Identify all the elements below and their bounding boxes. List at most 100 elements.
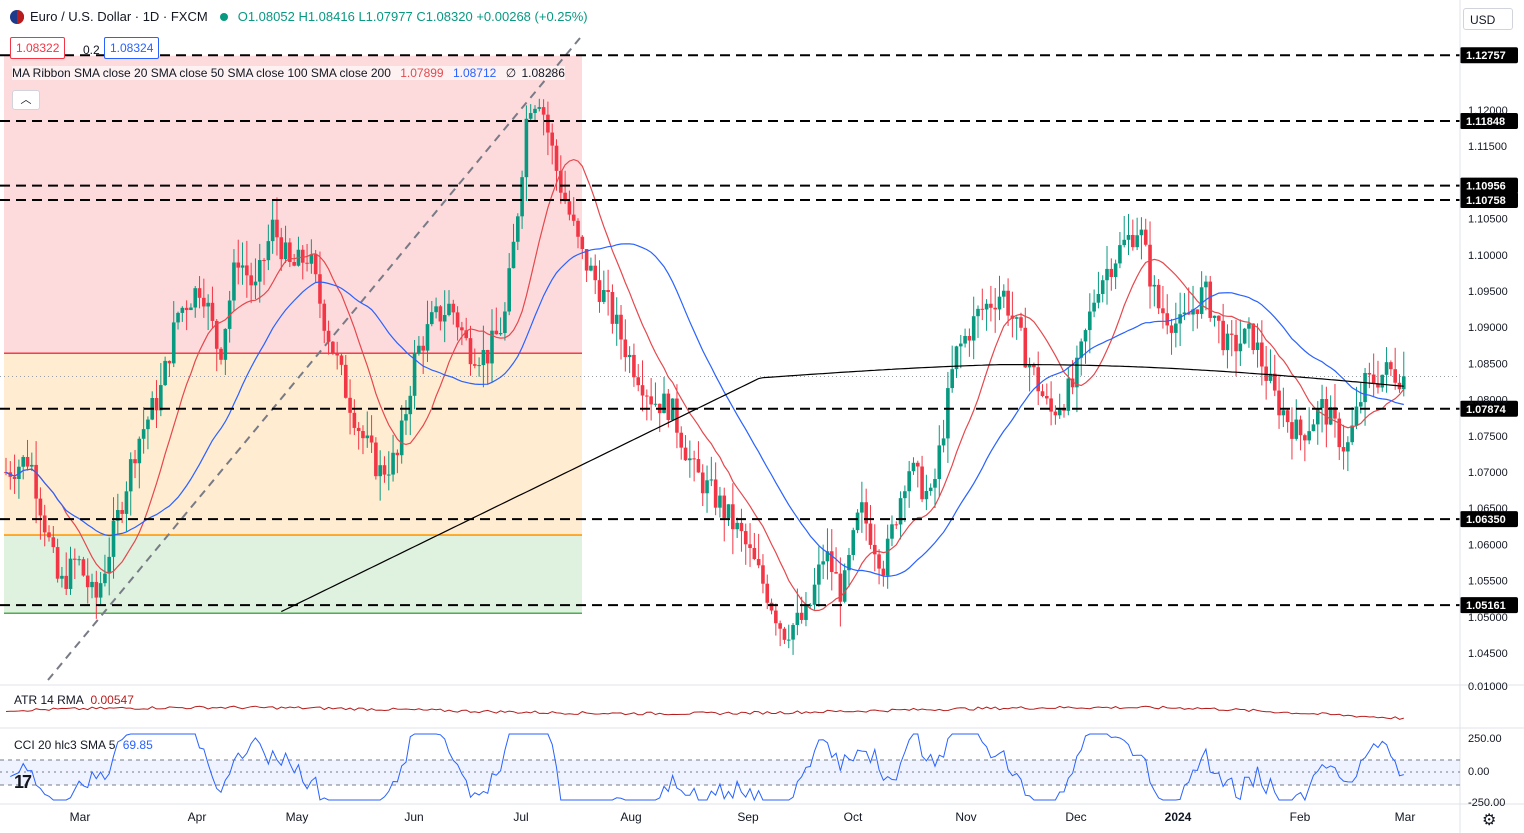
candle-body xyxy=(17,466,21,479)
level-price-label: 1.05161 xyxy=(1466,600,1506,612)
level-price-tag xyxy=(1460,177,1518,194)
gear-icon[interactable]: ⚙ xyxy=(1482,812,1497,829)
candle-body xyxy=(756,559,761,566)
candle-body xyxy=(1333,407,1337,419)
candle-body xyxy=(399,420,404,456)
candle-body xyxy=(967,335,972,341)
candle-body xyxy=(1264,366,1268,381)
candle-body xyxy=(128,459,133,492)
candle-body xyxy=(352,412,357,428)
candle-body xyxy=(236,262,241,268)
candle-body xyxy=(1036,367,1041,392)
candle-body xyxy=(563,192,567,202)
candle-body xyxy=(1221,320,1225,351)
candle-body xyxy=(829,551,834,573)
candle-body xyxy=(808,604,813,606)
candle-body xyxy=(606,290,610,293)
candle-body xyxy=(1096,293,1101,303)
candle-body xyxy=(511,241,516,269)
candle-body xyxy=(64,575,69,589)
candle-body xyxy=(915,462,920,467)
bid-price-box[interactable]: 1.08322 xyxy=(10,37,66,59)
cci-legend[interactable]: CCI 20 hlc3 SMA 5 69.85 xyxy=(14,738,153,752)
candle-body xyxy=(752,548,757,560)
candle-body xyxy=(584,249,589,271)
candle-body xyxy=(941,438,946,446)
candle-body xyxy=(485,349,490,364)
candle-body xyxy=(559,170,563,193)
candle-body xyxy=(378,465,382,477)
candle-body xyxy=(1070,378,1075,388)
candle-body xyxy=(193,288,198,308)
candle-body xyxy=(447,303,451,316)
candle-body xyxy=(498,333,503,335)
candle-body xyxy=(1032,365,1036,368)
candle-body xyxy=(159,385,163,411)
candle-body xyxy=(300,249,305,263)
candle-body xyxy=(864,502,868,524)
candle-body xyxy=(765,583,770,603)
candle-body xyxy=(98,583,103,598)
candle-body xyxy=(1371,374,1376,384)
ma-ribbon-legend[interactable]: MA Ribbon SMA close 20 SMA close 50 SMA … xyxy=(12,66,565,80)
ask-price-box[interactable]: 1.08324 xyxy=(104,37,160,59)
candle-body xyxy=(464,330,468,339)
candle-body xyxy=(184,307,189,311)
candle-body xyxy=(528,113,533,119)
x-tick-label: Feb xyxy=(1290,810,1311,824)
symbol-title[interactable]: Euro / U.S. Dollar · 1D · FXCM xyxy=(30,9,208,24)
candle-body xyxy=(894,524,899,526)
candle-body xyxy=(25,456,30,467)
candle-body xyxy=(189,307,193,311)
candle-body xyxy=(292,262,296,266)
candle-body xyxy=(494,330,499,335)
candle-body xyxy=(146,419,150,430)
candle-body xyxy=(851,530,856,555)
candle-body xyxy=(1066,378,1071,411)
candle-body xyxy=(735,522,739,530)
candle-body xyxy=(219,348,223,360)
candle-body xyxy=(1268,373,1273,381)
candle-body xyxy=(1328,407,1333,425)
y-tick-label: 1.07000 xyxy=(1468,467,1508,479)
candle-body xyxy=(442,315,447,322)
candle-body xyxy=(214,320,219,349)
candle-body xyxy=(408,395,413,415)
y-tick-label: 1.12000 xyxy=(1468,105,1508,117)
candle-body xyxy=(821,561,825,565)
candle-body xyxy=(1298,419,1303,436)
candle-body xyxy=(1311,424,1316,432)
currency-select[interactable]: USD xyxy=(1463,8,1513,30)
candle-body xyxy=(141,429,146,439)
y-tick-label: 1.04500 xyxy=(1468,648,1508,660)
candle-body xyxy=(257,260,262,282)
candle-body xyxy=(546,114,550,133)
candle-body xyxy=(348,397,352,413)
candle-body xyxy=(369,435,374,443)
candle-body xyxy=(1393,369,1397,383)
spread-value: 0.2 xyxy=(83,43,100,57)
candle-body xyxy=(1105,268,1109,281)
candle-body xyxy=(386,474,391,476)
candle-body xyxy=(305,262,309,264)
candle-body xyxy=(1337,418,1342,448)
candle-body xyxy=(924,491,929,500)
candle-body xyxy=(429,312,434,325)
atr-legend[interactable]: ATR 14 RMA 0.00547 xyxy=(14,693,134,707)
x-tick-label: Dec xyxy=(1065,810,1086,824)
candle-body xyxy=(1346,442,1350,452)
x-tick-label: Aug xyxy=(620,810,641,824)
eur-usd-flag-icon xyxy=(10,9,24,24)
candle-body xyxy=(1019,317,1023,328)
candle-body xyxy=(799,612,804,620)
candle-body xyxy=(778,623,782,629)
candle-body xyxy=(1367,372,1372,375)
collapse-legend-button[interactable]: ︿ xyxy=(12,90,40,110)
candle-body xyxy=(958,343,963,347)
y-tick-label: 1.10500 xyxy=(1468,214,1508,226)
candle-body xyxy=(111,520,116,557)
candle-body xyxy=(928,487,933,492)
candle-body xyxy=(374,442,378,477)
candle-body xyxy=(1014,317,1019,319)
